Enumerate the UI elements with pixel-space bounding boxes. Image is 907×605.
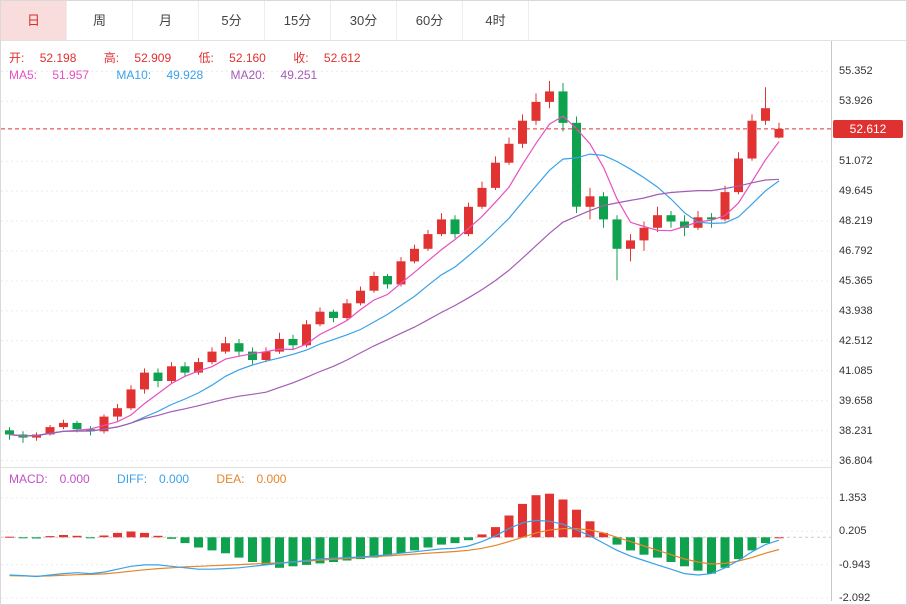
close-label: 收: xyxy=(293,51,309,65)
axis-tick: 38.231 xyxy=(839,424,873,437)
tab-30min[interactable]: 30分 xyxy=(331,1,397,40)
tab-month[interactable]: 月 xyxy=(133,1,199,40)
ma10-readout: MA10: 49.928 xyxy=(116,68,204,82)
axis-tick: 45.365 xyxy=(839,274,873,287)
macd-legend: MACD: 0.000 DIFF: 0.000 DEA: 0.000 xyxy=(9,472,310,486)
diff-line xyxy=(9,519,780,578)
grid-lines xyxy=(1,497,831,599)
axis-tick: 42.512 xyxy=(839,334,873,347)
axis-tick: 49.645 xyxy=(839,185,873,198)
high-value: 52.909 xyxy=(134,51,172,65)
axis-tick: 53.926 xyxy=(839,95,873,108)
chart-area: 开: 52.198 高: 52.909 低: 52.160 收: 52.612 … xyxy=(1,41,906,604)
ma-lines xyxy=(9,115,780,437)
ohlc-readout: 开: 52.198 高: 52.909 低: 52.160 收: 52.612 xyxy=(9,49,385,66)
axis-tick: 36.804 xyxy=(839,454,873,467)
close-value: 52.612 xyxy=(323,51,361,65)
axis-tick: 51.072 xyxy=(839,155,873,168)
timeframe-tabbar: 日 周 月 5分 15分 30分 60分 4时 xyxy=(1,1,906,41)
open-label: 开: xyxy=(9,51,25,65)
high-label: 高: xyxy=(103,51,120,65)
tab-day[interactable]: 日 xyxy=(1,1,67,40)
axis-tick: 41.085 xyxy=(839,364,873,377)
axis-tick: 46.792 xyxy=(839,245,873,258)
tab-week[interactable]: 周 xyxy=(67,1,133,40)
tab-60min[interactable]: 60分 xyxy=(397,1,463,40)
ma20-readout: MA20: 49.251 xyxy=(230,68,318,82)
axis-tick: 1.353 xyxy=(839,491,867,504)
open-value: 52.198 xyxy=(39,51,77,65)
price-badge: 52.612 xyxy=(833,119,903,138)
tab-4hour[interactable]: 4时 xyxy=(463,1,529,40)
diff-readout: DIFF: 0.000 xyxy=(117,472,190,486)
dea-readout: DEA: 0.000 xyxy=(216,472,287,486)
axis-tick: -2.092 xyxy=(839,592,871,604)
macd-readout: MACD: 0.000 xyxy=(9,472,90,486)
axis-tick: 55.352 xyxy=(839,65,873,78)
macd-histogram xyxy=(5,493,784,574)
candlesticks xyxy=(5,80,784,443)
main-chart-canvas[interactable] xyxy=(1,41,831,467)
axis-tick: 43.938 xyxy=(839,304,873,317)
low-value: 52.160 xyxy=(229,51,266,65)
panel-divider xyxy=(1,467,906,468)
low-label: 低: xyxy=(198,51,214,65)
ma-legend: MA5: 51.957 MA10: 49.928 MA20: 49.251 xyxy=(9,68,341,82)
ma5-readout: MA5: 51.957 xyxy=(9,68,90,82)
axis-tick: 39.658 xyxy=(839,394,873,407)
grid-lines xyxy=(1,70,831,462)
tab-15min[interactable]: 15分 xyxy=(265,1,331,40)
macd-chart-canvas[interactable] xyxy=(1,491,831,601)
tab-5min[interactable]: 5分 xyxy=(199,1,265,40)
axis-tick: 0.205 xyxy=(839,525,867,538)
dea-line xyxy=(9,527,780,577)
axis-tick: 48.219 xyxy=(839,215,873,228)
axis-tick: -0.943 xyxy=(839,558,871,571)
price-axis: 52.612 55.352 53.926 51.072 49.645 48.219 46.… xyxy=(831,41,906,604)
